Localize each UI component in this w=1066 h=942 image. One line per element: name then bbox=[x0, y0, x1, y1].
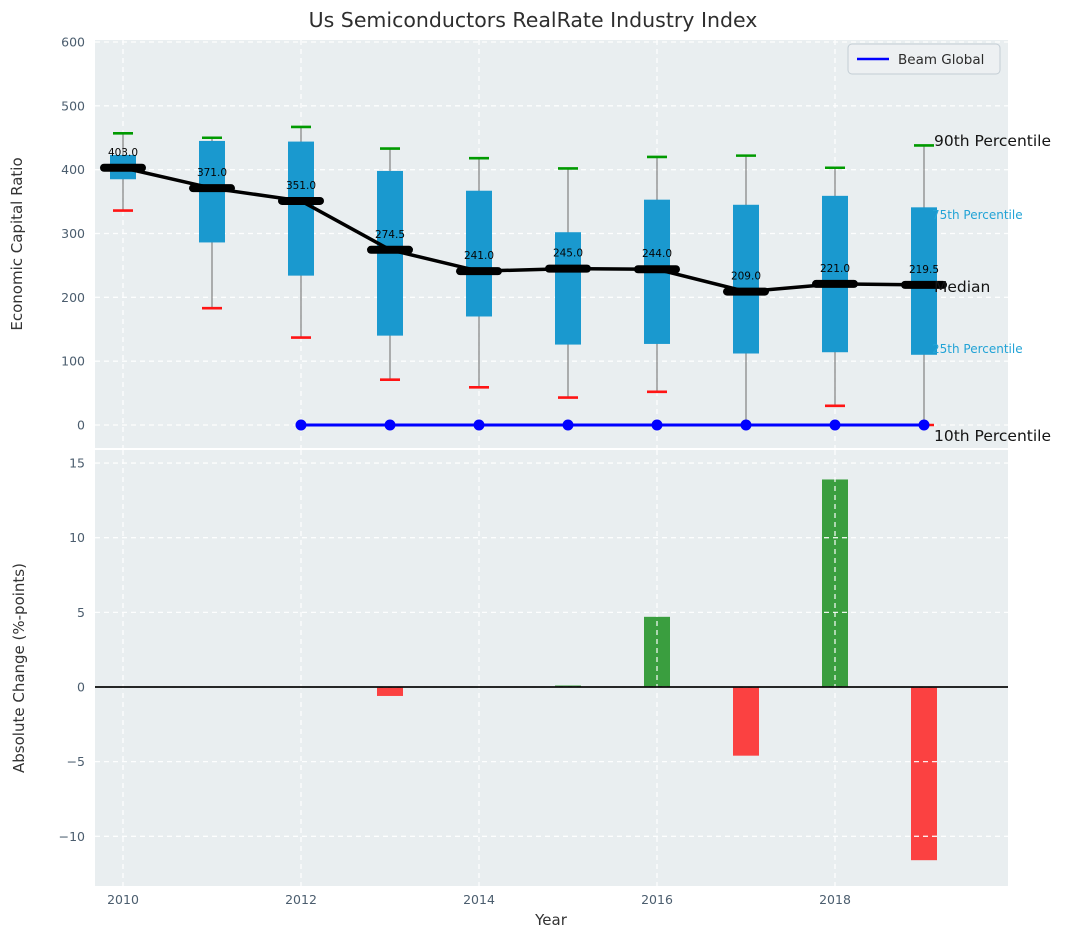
median-value-label-2015: 245.0 bbox=[553, 248, 583, 260]
median-line bbox=[122, 166, 925, 294]
beam-global-dot-2013 bbox=[384, 419, 396, 431]
bottom-y-tick-15: 15 bbox=[69, 456, 85, 471]
x-tick-2010: 2010 bbox=[107, 892, 139, 907]
beam-global-dot-2017 bbox=[740, 419, 752, 431]
bottom-y-tick-0: 0 bbox=[77, 680, 85, 695]
median-value-label-2019: 219.5 bbox=[909, 264, 939, 276]
top-y-tick-300: 300 bbox=[61, 226, 85, 241]
bottom-y-tick-10: 10 bbox=[69, 530, 85, 545]
box-2014 bbox=[466, 190, 492, 317]
x-tick-2016: 2016 bbox=[641, 892, 673, 907]
legend: Beam Global bbox=[847, 43, 1001, 75]
bar-2017 bbox=[733, 687, 759, 756]
bottom-y-axis-label: Absolute Change (%-points) bbox=[10, 563, 28, 773]
bottom-y-tick-5: 5 bbox=[77, 605, 85, 620]
chart-title: Us Semiconductors RealRate Industry Inde… bbox=[309, 8, 758, 32]
x-tick-2012: 2012 bbox=[285, 892, 317, 907]
chart-generated-layer: 403.0 371.0 351.0 274.5 241.0 245.0 244.0 209.0… bbox=[59, 35, 1008, 907]
annotation-25th-percentile: 25th Percentile bbox=[932, 342, 1023, 356]
beam-global-dot-2015 bbox=[562, 419, 574, 431]
bar-2019 bbox=[911, 687, 937, 861]
x-axis-label: Year bbox=[534, 911, 568, 929]
median-value-label-2013: 274.5 bbox=[375, 229, 405, 241]
median-value-label-2018: 221.0 bbox=[820, 263, 850, 275]
bottom-plot-area bbox=[95, 450, 1008, 886]
median-value-label-2016: 244.0 bbox=[642, 248, 672, 260]
box-2015 bbox=[555, 232, 581, 345]
box-2012 bbox=[288, 141, 314, 276]
median-value-label-2017: 209.0 bbox=[731, 271, 761, 283]
top-y-tick-600: 600 bbox=[61, 35, 85, 50]
top-y-tick-400: 400 bbox=[61, 162, 85, 177]
bar-2013 bbox=[377, 687, 403, 696]
beam-global-dot-2018 bbox=[829, 419, 841, 431]
box-2018 bbox=[822, 195, 848, 353]
beam-global-dot-2014 bbox=[473, 419, 485, 431]
box-2017 bbox=[733, 204, 759, 354]
annotation-10th-percentile: 10th Percentile bbox=[934, 427, 1051, 445]
beam-global-dot-2016 bbox=[651, 419, 663, 431]
annotation-90th-percentile: 90th Percentile bbox=[934, 132, 1051, 150]
annotation-median: Median bbox=[934, 278, 990, 296]
x-tick-2014: 2014 bbox=[463, 892, 495, 907]
beam-global-dot-2019 bbox=[918, 419, 930, 431]
median-value-label-2010: 403.0 bbox=[108, 147, 138, 159]
median-value-label-2012: 351.0 bbox=[286, 180, 316, 192]
bottom-y-tick--10: −10 bbox=[59, 829, 85, 844]
x-tick-2018: 2018 bbox=[819, 892, 851, 907]
top-y-axis-label: Economic Capital Ratio bbox=[8, 157, 26, 330]
top-y-tick-100: 100 bbox=[61, 354, 85, 369]
top-y-tick-0: 0 bbox=[77, 418, 85, 433]
beam-global-dot-2012 bbox=[295, 419, 307, 431]
legend-label: Beam Global bbox=[898, 52, 984, 68]
median-value-label-2014: 241.0 bbox=[464, 250, 494, 262]
annotation-75th-percentile: 75th Percentile bbox=[932, 208, 1023, 222]
median-value-label-2011: 371.0 bbox=[197, 167, 227, 179]
legend-box bbox=[847, 43, 1001, 75]
top-plot-area bbox=[95, 40, 1008, 448]
top-y-tick-200: 200 bbox=[61, 290, 85, 305]
bar-2018 bbox=[822, 479, 848, 687]
bottom-y-tick--5: −5 bbox=[67, 754, 85, 769]
top-y-tick-500: 500 bbox=[61, 98, 85, 113]
